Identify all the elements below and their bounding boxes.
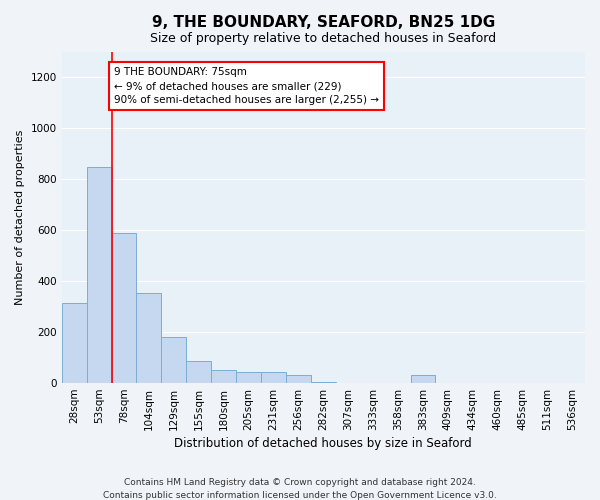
Y-axis label: Number of detached properties: Number of detached properties <box>15 130 25 305</box>
Text: 9 THE BOUNDARY: 75sqm
← 9% of detached houses are smaller (229)
90% of semi-deta: 9 THE BOUNDARY: 75sqm ← 9% of detached h… <box>114 68 379 106</box>
Bar <box>286 376 311 383</box>
Text: Contains HM Land Registry data © Crown copyright and database right 2024.
Contai: Contains HM Land Registry data © Crown c… <box>103 478 497 500</box>
Bar <box>311 382 336 383</box>
Bar <box>86 166 112 383</box>
Text: Size of property relative to detached houses in Seaford: Size of property relative to detached ho… <box>150 32 496 46</box>
Bar <box>236 372 261 383</box>
Bar <box>261 372 286 383</box>
Bar <box>410 376 436 383</box>
Bar <box>186 362 211 383</box>
Bar <box>211 370 236 383</box>
Bar <box>136 292 161 383</box>
X-axis label: Distribution of detached houses by size in Seaford: Distribution of detached houses by size … <box>175 437 472 450</box>
Bar <box>62 303 86 383</box>
Bar <box>112 233 136 383</box>
Title: 9, THE BOUNDARY, SEAFORD, BN25 1DG: 9, THE BOUNDARY, SEAFORD, BN25 1DG <box>152 15 495 30</box>
Bar <box>161 337 186 383</box>
